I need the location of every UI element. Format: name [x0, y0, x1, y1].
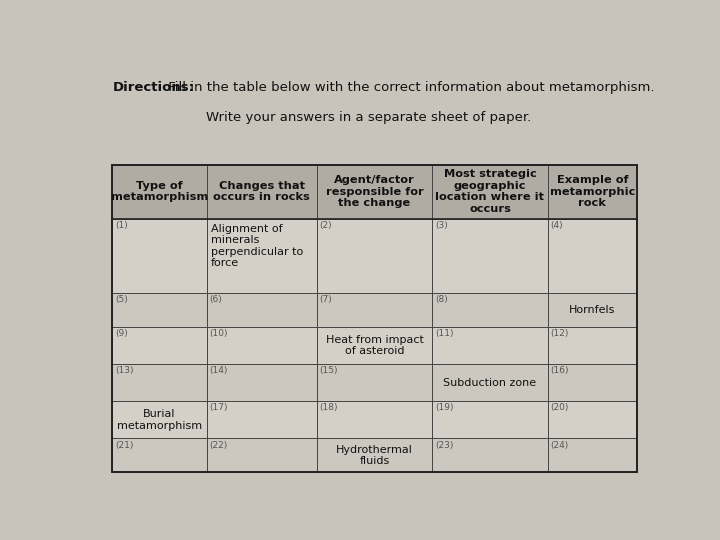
Text: (14): (14) [210, 366, 228, 375]
Text: (18): (18) [320, 403, 338, 413]
Text: (15): (15) [320, 366, 338, 375]
Text: (12): (12) [551, 329, 569, 338]
Bar [548, 293, 636, 327]
Text: (1): (1) [115, 221, 128, 230]
Bar [112, 165, 636, 472]
Text: Write your answers in a separate sheet of paper.: Write your answers in a separate sheet o… [207, 111, 531, 124]
Text: Alignment of
minerals
perpendicular to
force: Alignment of minerals perpendicular to f… [211, 224, 303, 268]
Bar [432, 327, 548, 364]
Bar [207, 401, 317, 438]
Bar [432, 165, 548, 219]
Text: (2): (2) [320, 221, 333, 230]
Bar [548, 165, 636, 219]
Bar [317, 293, 432, 327]
Text: (19): (19) [435, 403, 454, 413]
Bar [548, 401, 636, 438]
Text: Changes that
occurs in rocks: Changes that occurs in rocks [213, 181, 310, 202]
Text: Example of
metamorphic
rock: Example of metamorphic rock [549, 175, 635, 208]
Bar [207, 438, 317, 472]
Bar [112, 401, 207, 438]
Text: (13): (13) [115, 366, 134, 375]
Text: (21): (21) [115, 441, 133, 450]
Bar [317, 327, 432, 364]
Text: (11): (11) [435, 329, 454, 338]
Text: Most strategic
geographic
location where it
occurs: Most strategic geographic location where… [436, 169, 544, 214]
Bar [207, 293, 317, 327]
Text: Hydrothermal
fluids: Hydrothermal fluids [336, 444, 413, 466]
Bar [548, 438, 636, 472]
Text: (23): (23) [435, 441, 454, 450]
Bar [317, 364, 432, 401]
Bar [112, 219, 207, 293]
Text: (6): (6) [210, 295, 222, 304]
Bar [207, 364, 317, 401]
Bar [317, 438, 432, 472]
Bar [207, 219, 317, 293]
Bar [548, 219, 636, 293]
Text: Directions:: Directions: [112, 82, 194, 94]
Bar [432, 219, 548, 293]
Text: Hornfels: Hornfels [569, 305, 616, 315]
Bar [548, 327, 636, 364]
Bar [112, 438, 207, 472]
Bar [112, 293, 207, 327]
Bar [432, 364, 548, 401]
Text: (10): (10) [210, 329, 228, 338]
Text: Subduction zone: Subduction zone [444, 377, 536, 388]
Text: (8): (8) [435, 295, 448, 304]
Text: (20): (20) [551, 403, 569, 413]
Text: (9): (9) [115, 329, 128, 338]
Bar [317, 401, 432, 438]
Text: (5): (5) [115, 295, 128, 304]
Text: (17): (17) [210, 403, 228, 413]
Text: Agent/factor
responsible for
the change: Agent/factor responsible for the change [325, 175, 423, 208]
Bar [112, 165, 207, 219]
Text: Burial
metamorphism: Burial metamorphism [117, 409, 202, 431]
Bar [432, 401, 548, 438]
Bar [317, 165, 432, 219]
Bar [432, 293, 548, 327]
Bar [432, 438, 548, 472]
Text: (7): (7) [320, 295, 333, 304]
Text: (16): (16) [551, 366, 569, 375]
Bar [207, 327, 317, 364]
Bar [112, 327, 207, 364]
Text: (24): (24) [551, 441, 569, 450]
Text: (4): (4) [551, 221, 563, 230]
Text: Type of
metamorphism: Type of metamorphism [111, 181, 208, 202]
Bar [207, 165, 317, 219]
Text: Heat from impact
of asteroid: Heat from impact of asteroid [325, 335, 423, 356]
Text: (3): (3) [435, 221, 448, 230]
Text: (22): (22) [210, 441, 228, 450]
Bar [317, 219, 432, 293]
Bar [112, 364, 207, 401]
Bar [548, 364, 636, 401]
Text: Fill in the table below with the correct information about metamorphism.: Fill in the table below with the correct… [163, 82, 654, 94]
